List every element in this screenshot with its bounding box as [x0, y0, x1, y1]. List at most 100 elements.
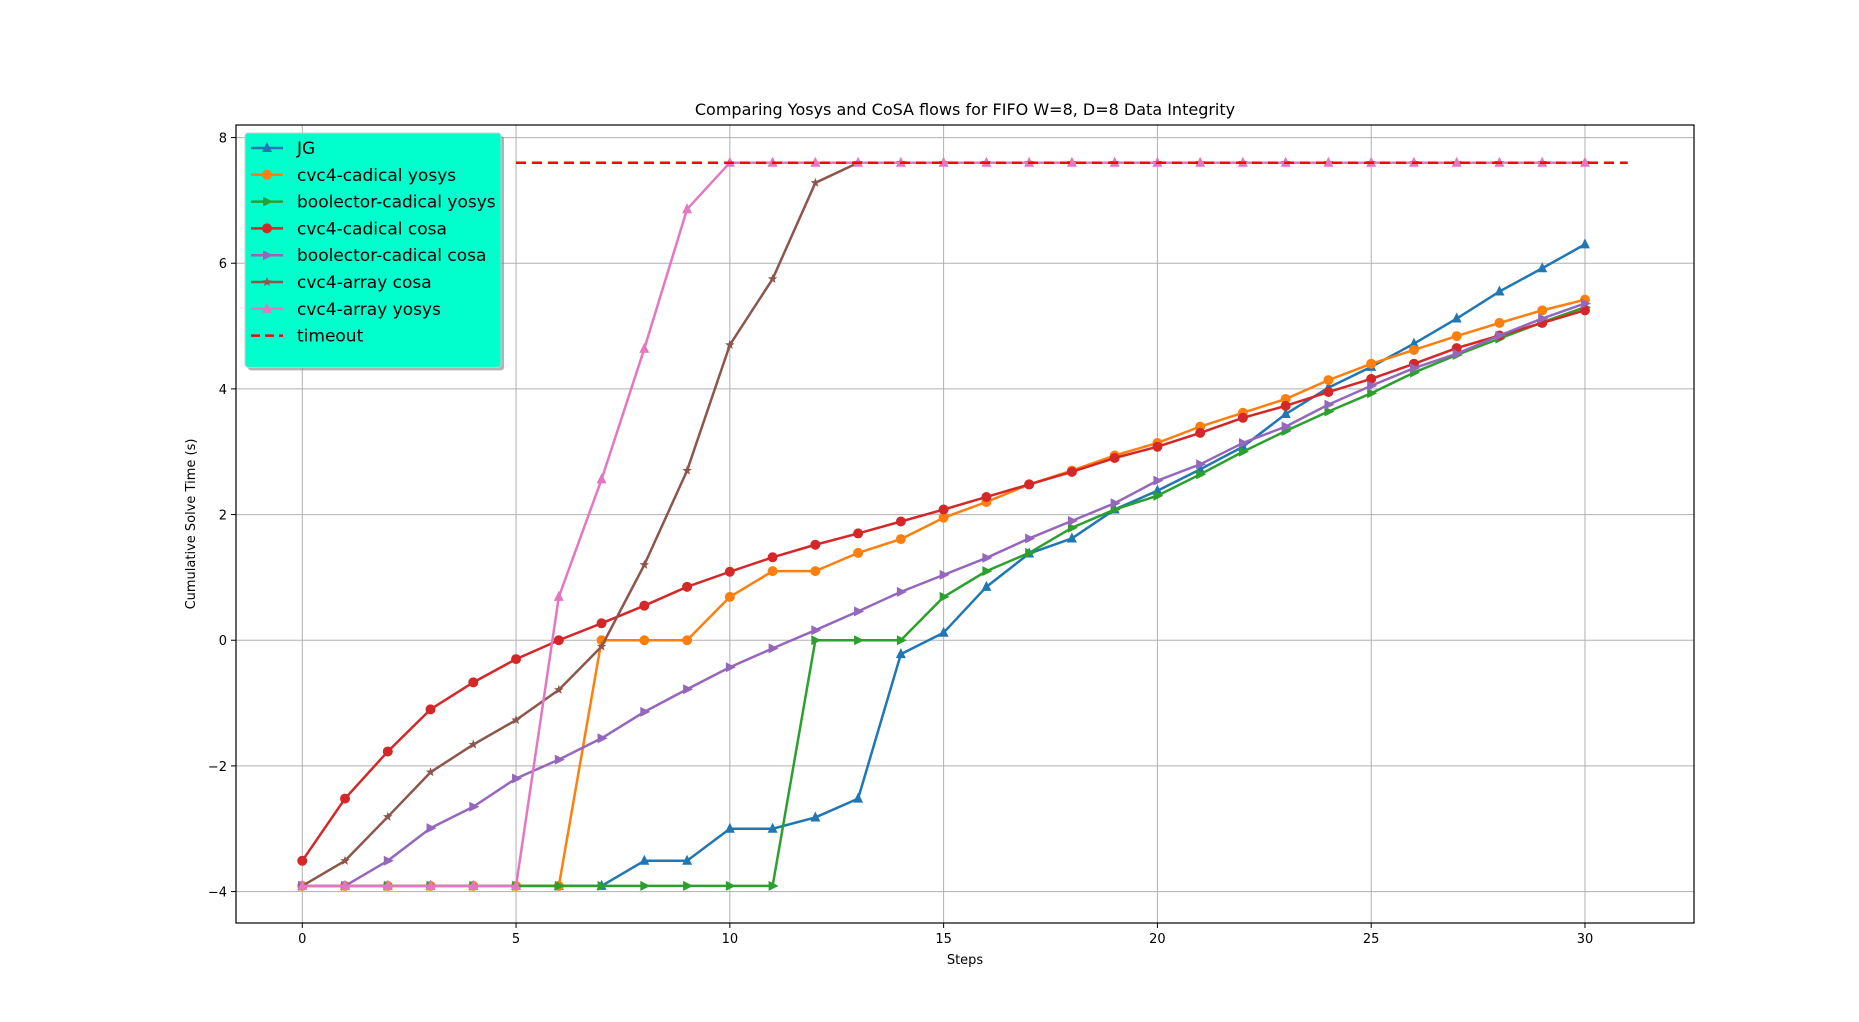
- data-point: [1238, 437, 1249, 448]
- y-tick-label: 0: [219, 634, 227, 649]
- data-point: [1494, 317, 1505, 328]
- data-point: [383, 811, 393, 821]
- data-point: [596, 641, 607, 651]
- data-point: [1323, 387, 1334, 398]
- data-point: [597, 880, 608, 891]
- data-point: [639, 854, 650, 865]
- data-point: [639, 635, 650, 646]
- data-point: [263, 250, 273, 261]
- data-point: [511, 654, 522, 665]
- data-point: [982, 552, 993, 563]
- data-point: [1195, 427, 1206, 438]
- data-point: [810, 156, 821, 167]
- data-point: [340, 855, 350, 865]
- x-tick-label: 5: [512, 932, 520, 947]
- data-point: [938, 512, 949, 523]
- data-point: [1067, 522, 1078, 533]
- data-point: [896, 635, 907, 646]
- legend-item: boolector-cadical cosa: [251, 246, 486, 266]
- legend-item: JG: [251, 139, 315, 159]
- data-point: [1153, 490, 1164, 501]
- data-point: [1153, 475, 1164, 486]
- y-tick-label: 8: [219, 132, 227, 147]
- data-point: [297, 879, 308, 890]
- data-point: [981, 580, 992, 591]
- data-point: [639, 600, 650, 611]
- legend-item: cvc4-cadical cosa: [251, 219, 447, 239]
- legend-item: cvc4-cadical yosys: [251, 166, 456, 186]
- data-point: [425, 704, 436, 715]
- data-point: [1366, 358, 1377, 369]
- data-point: [383, 855, 394, 866]
- legend-label: boolector-cadical yosys: [297, 193, 496, 213]
- data-point: [262, 142, 272, 152]
- data-point: [725, 662, 736, 673]
- data-point: [597, 733, 608, 744]
- data-point: [1452, 348, 1463, 359]
- data-point: [426, 823, 437, 834]
- data-point: [1366, 373, 1377, 384]
- plot-frame: [235, 124, 1695, 924]
- y-tick-label: −2: [208, 760, 227, 775]
- data-point: [553, 590, 564, 601]
- x-tick-label: 10: [722, 932, 739, 947]
- data-point: [810, 811, 821, 822]
- data-point: [724, 566, 735, 577]
- data-point: [682, 854, 693, 865]
- data-point: [1324, 406, 1335, 417]
- x-tick-label: 15: [935, 932, 952, 947]
- data-point: [596, 618, 607, 629]
- data-point: [1579, 305, 1590, 316]
- legend-item: timeout: [251, 327, 364, 347]
- data-point: [895, 648, 906, 659]
- data-point: [1196, 469, 1207, 480]
- legend-label: cvc4-array yosys: [297, 300, 441, 320]
- data-point: [554, 880, 565, 891]
- data-point: [1066, 532, 1077, 543]
- y-tick-label: 4: [219, 383, 227, 398]
- data-point: [1494, 285, 1505, 296]
- data-point: [938, 156, 949, 167]
- data-point: [262, 277, 272, 287]
- chart-title: Comparing Yosys and CoSA flows for FIFO …: [695, 100, 1235, 119]
- data-point: [262, 169, 272, 180]
- data-point: [810, 539, 821, 550]
- data-point: [553, 635, 564, 646]
- data-point: [853, 547, 864, 558]
- data-point: [724, 591, 735, 602]
- legend-item: cvc4-array cosa: [251, 273, 432, 293]
- data-point: [1238, 446, 1249, 457]
- data-point: [981, 491, 992, 502]
- data-point: [683, 684, 694, 695]
- data-point: [1323, 156, 1334, 167]
- legend-item: cvc4-array yosys: [251, 300, 441, 320]
- data-point: [1280, 393, 1291, 404]
- data-point: [1451, 156, 1462, 167]
- data-point: [640, 706, 651, 717]
- data-point: [896, 586, 907, 597]
- data-point: [768, 880, 779, 891]
- x-tick-label: 0: [298, 932, 306, 947]
- axis-ticks: 0 5 10 15 20 25 30 −4 −2 0 2 4 6 8: [208, 132, 1593, 947]
- data-point: [1196, 459, 1207, 470]
- data-point: [425, 767, 436, 777]
- data-point: [725, 880, 736, 891]
- data-point: [263, 196, 273, 207]
- data-point: [939, 591, 950, 602]
- data-point: [1110, 498, 1121, 509]
- data-point: [682, 465, 692, 475]
- data-point: [554, 684, 564, 694]
- data-point: [682, 581, 693, 592]
- series-3: [297, 305, 1590, 866]
- y-axis-label: Cumulative Solve Time (s): [184, 439, 199, 610]
- data-point: [1537, 305, 1548, 316]
- data-point: [554, 754, 565, 765]
- data-point: [724, 822, 735, 833]
- x-tick-label: 25: [1363, 932, 1380, 947]
- data-point: [854, 635, 865, 646]
- data-point: [810, 566, 821, 577]
- data-point: [1195, 156, 1206, 167]
- data-point: [340, 879, 351, 890]
- data-point: [469, 801, 480, 812]
- data-point: [982, 566, 993, 577]
